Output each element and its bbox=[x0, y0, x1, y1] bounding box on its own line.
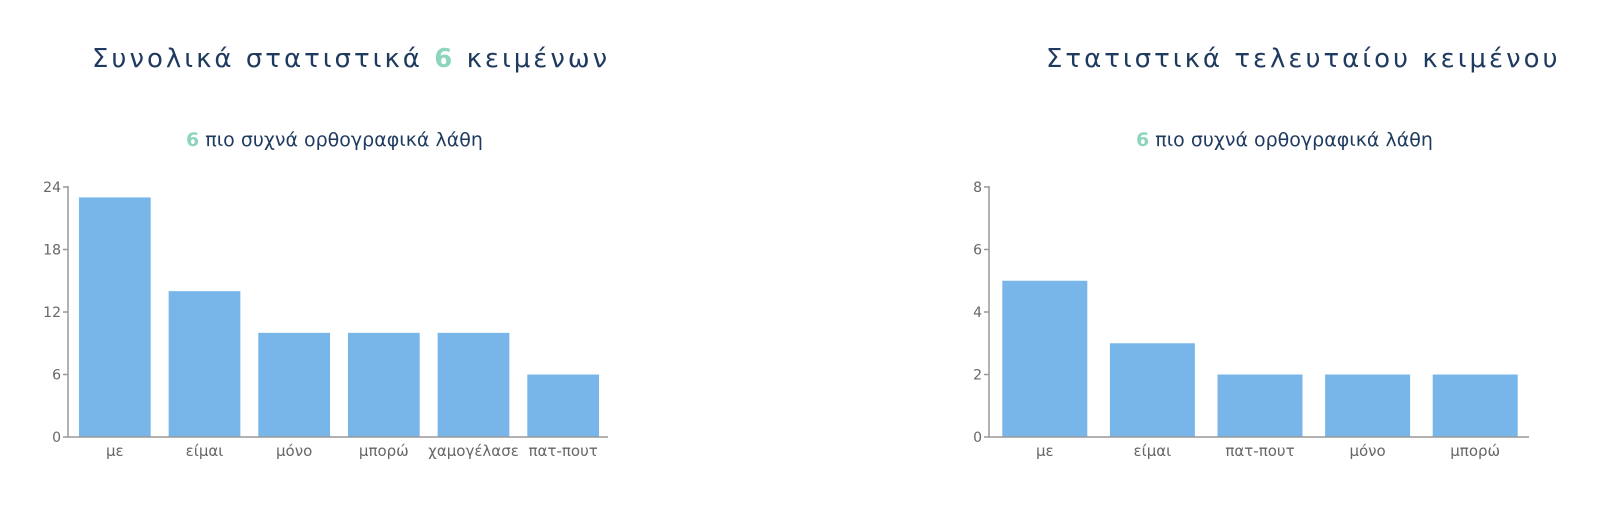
overall-stats-heading-suffix: κειμένων bbox=[466, 44, 611, 74]
overall-chart-title-text: πιο συχνά ορθογραφικά λάθη bbox=[205, 129, 483, 151]
bar-3 bbox=[347, 332, 420, 437]
last-text-stats-heading: Στατιστικά τελευταίου κειμένου bbox=[1046, 44, 1561, 74]
overall-stats-panel: Συνολικά στατιστικά 6 κειμένων 6 πιο συχ… bbox=[0, 0, 800, 529]
x-tick-label: μόνο bbox=[1349, 442, 1385, 460]
x-tick-label: πατ-πουτ bbox=[529, 442, 598, 460]
last-text-chart-title-count: 6 bbox=[1136, 129, 1150, 151]
y-tick-label: 0 bbox=[973, 430, 982, 446]
x-tick-label: είμαι bbox=[186, 442, 224, 460]
y-tick-label: 0 bbox=[52, 430, 61, 446]
bar-4 bbox=[1432, 374, 1518, 437]
last-text-stats-panel: Στατιστικά τελευταίου κειμένου 6 πιο συχ… bbox=[800, 0, 1619, 529]
bar-2 bbox=[258, 332, 331, 437]
y-tick-label: 2 bbox=[973, 368, 982, 384]
y-tick-label: 6 bbox=[973, 243, 982, 259]
x-tick-label: μπορώ bbox=[1450, 442, 1500, 460]
bar-1 bbox=[1109, 343, 1195, 437]
bar-1 bbox=[168, 291, 241, 437]
x-tick-label: μόνο bbox=[276, 442, 312, 460]
last-text-chart-title-text: πιο συχνά ορθογραφικά λάθη bbox=[1155, 129, 1433, 151]
y-tick-label: 18 bbox=[43, 243, 61, 259]
x-tick-label: πατ-πουτ bbox=[1225, 442, 1294, 460]
overall-stats-heading-prefix: Συνολικά στατιστικά bbox=[92, 44, 423, 74]
y-tick-label: 24 bbox=[43, 180, 61, 196]
x-tick-label: χαμογέλασε bbox=[428, 442, 519, 460]
bar-0 bbox=[1002, 280, 1088, 437]
y-tick-label: 8 bbox=[973, 180, 982, 196]
overall-errors-bar-chart: με είμαι μόνο μπορώ χαμογέλασε πατ-πουτ 0 6 12 18… bbox=[43, 180, 608, 460]
last-text-chart-title: 6 πιο συχνά ορθογραφικά λάθη bbox=[1136, 129, 1433, 151]
last-text-errors-bar-chart: με είμαι πατ-πουτ μόνο μπορώ 0 2 4 6 8 bbox=[973, 180, 1529, 460]
bar-5 bbox=[527, 374, 600, 437]
y-tick-label: 12 bbox=[43, 305, 61, 321]
x-tick-label: με bbox=[1036, 442, 1054, 460]
overall-chart-title-count: 6 bbox=[186, 129, 200, 151]
bar-2 bbox=[1217, 374, 1303, 437]
x-tick-label: είμαι bbox=[1134, 442, 1172, 460]
x-tick-label: με bbox=[106, 442, 124, 460]
y-tick-label: 4 bbox=[973, 305, 982, 321]
bar-3 bbox=[1325, 374, 1411, 437]
bar-0 bbox=[78, 197, 151, 437]
y-tick-label: 6 bbox=[52, 368, 61, 384]
bar-4 bbox=[437, 332, 510, 437]
overall-stats-heading: Συνολικά στατιστικά 6 κειμένων bbox=[92, 44, 610, 74]
x-tick-label: μπορώ bbox=[359, 442, 409, 460]
overall-stats-text-count: 6 bbox=[434, 44, 456, 74]
overall-chart-title: 6 πιο συχνά ορθογραφικά λάθη bbox=[186, 129, 483, 151]
